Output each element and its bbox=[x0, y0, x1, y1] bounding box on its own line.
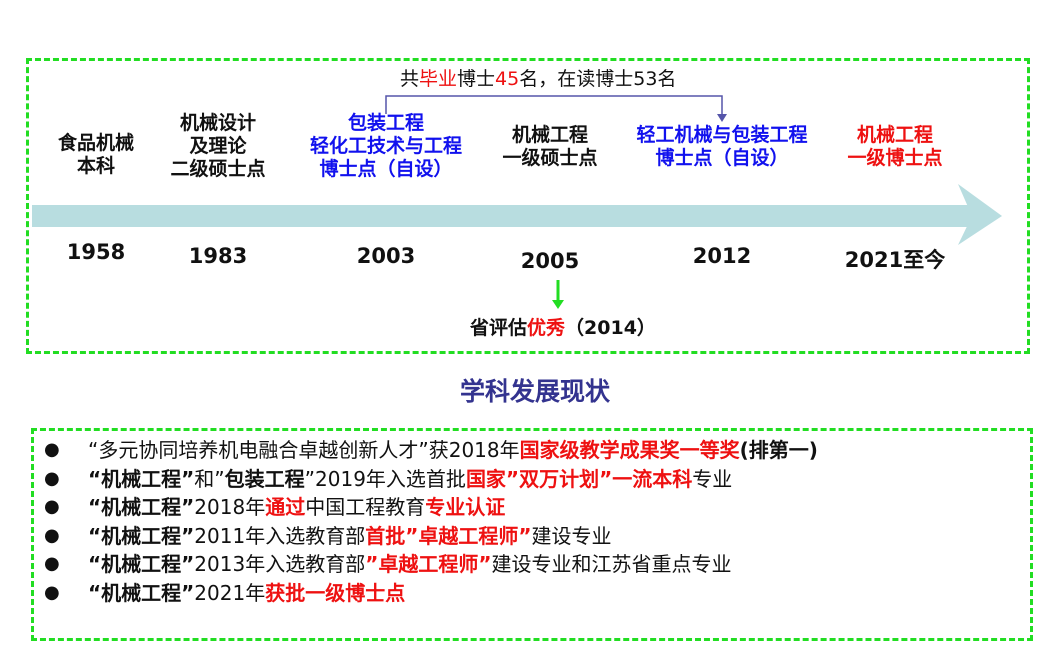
summary-suffix: 名，在读博士53名 bbox=[519, 68, 677, 90]
achievement-text: “机械工程” bbox=[88, 466, 195, 491]
doctoral-bracket bbox=[385, 95, 723, 116]
milestone-label: 机械工程 一级博士点 bbox=[847, 124, 942, 170]
milestone-label-line: 机械工程 bbox=[856, 124, 934, 146]
achievement-text: 2011年入选教育部 bbox=[194, 523, 366, 548]
milestone-label-line: 轻工机械与包装工程 bbox=[636, 124, 808, 146]
achievement-item: ● “机械工程”2013年入选教育部”卓越工程师”建设专业和江苏省重点专业 bbox=[44, 550, 818, 579]
evaluation-note: 省评估优秀（2014） bbox=[470, 313, 656, 340]
achievement-text: 建设专业 bbox=[531, 523, 612, 548]
achievement-text: ”卓越工程师” bbox=[365, 552, 492, 576]
bullet-icon: ● bbox=[44, 553, 60, 574]
milestone-year: 2012 bbox=[692, 244, 752, 268]
achievement-text: 2021年 bbox=[194, 580, 266, 605]
milestone-label-line: 机械工程 bbox=[511, 124, 589, 146]
achievement-text: 包装工程 bbox=[224, 466, 305, 491]
achievement-item: ● “多元协同培养机电融合卓越创新人才”获2018年国家级教学成果奖一等奖(排第一… bbox=[44, 436, 818, 465]
achievement-text: 和” bbox=[194, 466, 225, 491]
summary-mid: 博士 bbox=[457, 68, 496, 90]
achievement-text: “机械工程” bbox=[88, 552, 195, 576]
achievement-text: “多元协同培养机电融合卓越创新人才”获2018年 bbox=[88, 438, 520, 462]
milestone-label: 轻工机械与包装工程 博士点（自设） bbox=[636, 124, 807, 170]
timeline-arrow-shaft bbox=[32, 205, 972, 227]
milestone-label-line: 本科 bbox=[76, 155, 116, 177]
achievement-text: 2018年 bbox=[194, 495, 266, 519]
achievement-item: ● “机械工程”2021年获批一级博士点 bbox=[44, 579, 818, 608]
achievement-item: ● “机械工程”2011年入选教育部首批”卓越工程师”建设专业 bbox=[44, 522, 818, 551]
achievement-text: 国家”双万计划”一流本科 bbox=[465, 466, 693, 491]
milestone-label: 包装工程 轻化工技术与工程 博士点（自设） bbox=[310, 112, 462, 181]
achievement-text: 首批”卓越工程师” bbox=[365, 523, 532, 548]
achievement-item: ● “机械工程”2018年通过中国工程教育专业认证 bbox=[44, 493, 818, 522]
milestone-label-line: 博士点（自设） bbox=[655, 147, 789, 169]
milestone-label: 机械工程 一级硕士点 bbox=[502, 124, 597, 170]
summary-prefix: 共 bbox=[400, 68, 420, 90]
achievement-text: “机械工程” bbox=[88, 580, 195, 605]
milestone-label: 机械设计 及理论 二级硕士点 bbox=[170, 112, 265, 181]
achievement-text: “机械工程” bbox=[88, 495, 195, 519]
evaluation-highlight: 优秀 bbox=[527, 317, 566, 339]
bracket-arrowhead-icon bbox=[717, 114, 727, 122]
summary-highlight-count: 45 bbox=[495, 68, 520, 90]
milestone-label-line: 博士点（自设） bbox=[319, 158, 453, 180]
bullet-icon: ● bbox=[44, 439, 60, 460]
achievement-text: 中国工程教育 bbox=[305, 495, 426, 519]
bullet-icon: ● bbox=[44, 524, 60, 546]
achievement-text: 2013年入选教育部 bbox=[194, 552, 366, 576]
evaluation-arrowhead-icon bbox=[552, 300, 564, 309]
summary-highlight-graduated: 毕业 bbox=[419, 68, 458, 90]
milestone-label-line: 包装工程 bbox=[347, 112, 425, 134]
achievement-text: 专业 bbox=[692, 466, 733, 491]
milestone-year: 1958 bbox=[66, 240, 126, 264]
achievement-text: 通过 bbox=[265, 495, 306, 519]
milestone-label-line: 食品机械 bbox=[57, 132, 135, 154]
milestone-year: 2003 bbox=[356, 244, 416, 268]
milestone-label-line: 一级硕士点 bbox=[502, 147, 598, 169]
achievement-item: ● “机械工程”和”包装工程”2019年入选首批国家”双万计划”一流本科专业 bbox=[44, 465, 818, 494]
evaluation-year: （2014） bbox=[565, 317, 656, 339]
section-title: 学科发展现状 bbox=[459, 377, 610, 406]
achievements-panel bbox=[31, 428, 1033, 641]
milestone-year: 1983 bbox=[188, 244, 248, 268]
bullet-icon: ● bbox=[44, 496, 60, 517]
milestone-label-line: 及理论 bbox=[189, 135, 247, 157]
milestone-label-line: 轻化工技术与工程 bbox=[309, 135, 463, 157]
milestone-year: 2021至今 bbox=[844, 248, 946, 272]
bullet-icon: ● bbox=[44, 467, 60, 489]
achievements-list: ● “多元协同培养机电融合卓越创新人才”获2018年国家级教学成果奖一等奖(排第一… bbox=[44, 436, 818, 608]
milestone-label: 食品机械 本科 bbox=[58, 132, 134, 178]
bullet-icon: ● bbox=[44, 581, 60, 603]
evaluation-prefix: 省评估 bbox=[470, 317, 528, 339]
achievement-text: ”2019年入选首批 bbox=[304, 466, 466, 491]
timeline-arrow-head bbox=[958, 184, 1002, 245]
milestone-label-line: 一级博士点 bbox=[847, 147, 943, 169]
achievement-text: “机械工程” bbox=[88, 523, 195, 548]
milestone-label-line: 二级硕士点 bbox=[170, 158, 266, 180]
timeline-panel bbox=[26, 58, 1030, 354]
doctoral-summary: 共毕业博士45名，在读博士53名 bbox=[400, 64, 676, 91]
achievement-text: 国家级教学成果奖一等奖 bbox=[519, 438, 740, 462]
timeline-graphics bbox=[32, 95, 1002, 309]
milestone-label-line: 机械设计 bbox=[179, 112, 257, 134]
achievement-text: (排第一) bbox=[739, 438, 818, 462]
achievement-text: 建设专业和江苏省重点专业 bbox=[491, 552, 732, 576]
milestone-year: 2005 bbox=[520, 249, 580, 273]
achievement-text: 获批一级博士点 bbox=[265, 580, 406, 605]
achievement-text: 专业认证 bbox=[425, 495, 506, 519]
